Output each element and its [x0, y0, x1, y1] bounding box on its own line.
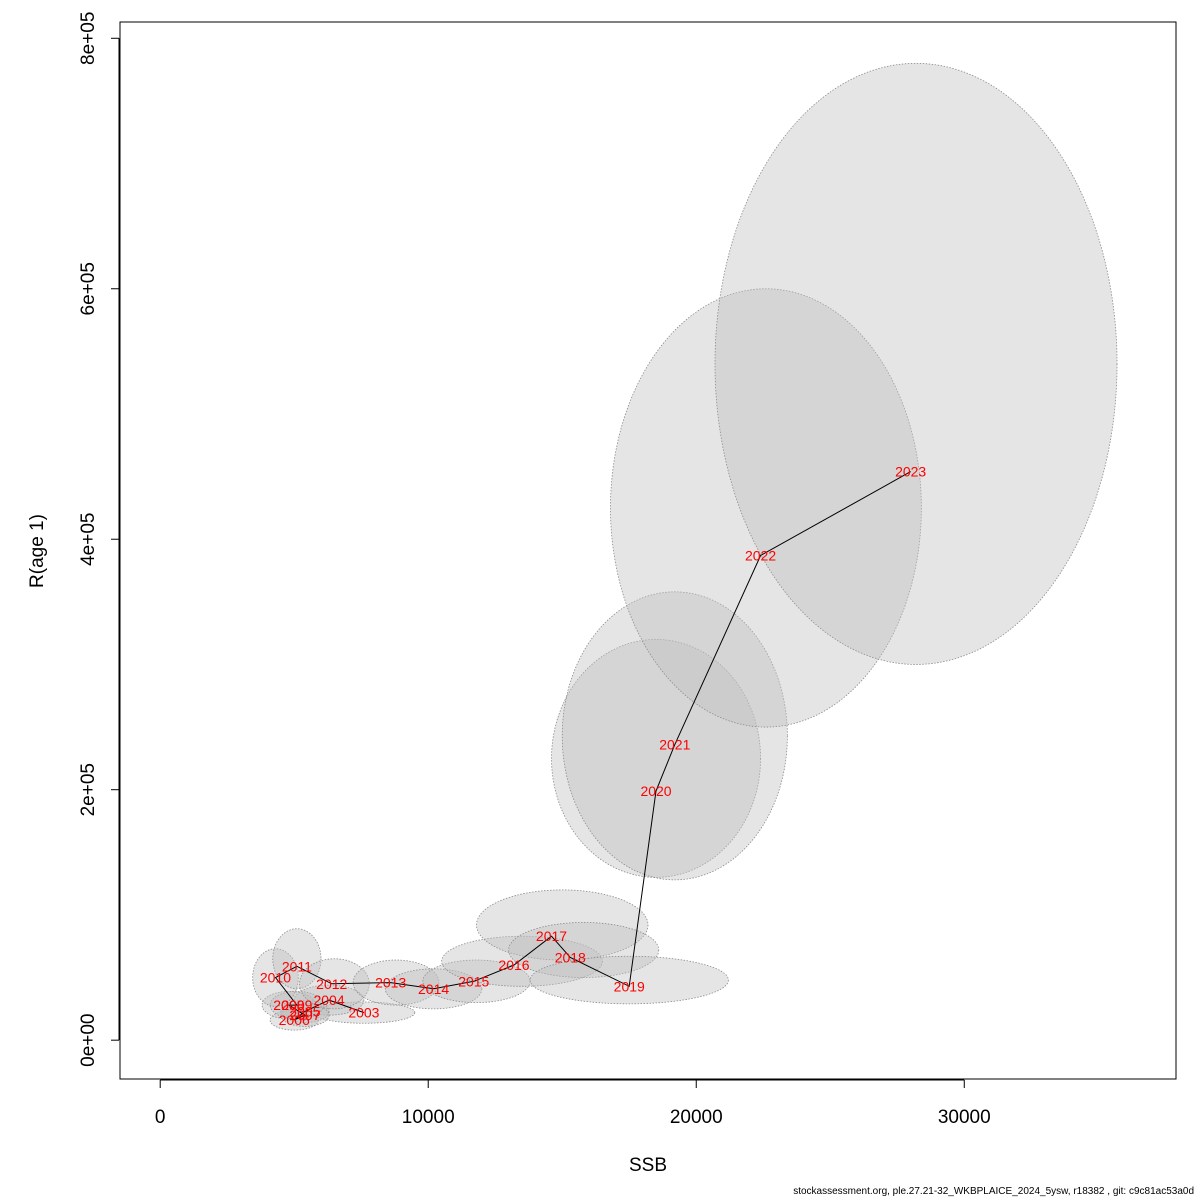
trajectory-line [274, 471, 911, 1021]
year-label-2007: 2007 [289, 1007, 320, 1023]
year-label-2023: 2023 [895, 464, 926, 480]
year-label-2020: 2020 [640, 783, 671, 799]
x-tick-label-10000: 10000 [402, 1107, 455, 1128]
year-label-2011: 2011 [282, 958, 312, 974]
year-label-2016: 2016 [498, 957, 529, 973]
ellipse-2013 [352, 959, 440, 1006]
ellipse-2017 [476, 889, 649, 961]
y-tick-label-4e+05: 4e+05 [78, 513, 99, 566]
year-label-2018: 2018 [555, 950, 586, 966]
ellipse-2011 [272, 928, 322, 990]
year-label-2015: 2015 [458, 973, 489, 989]
y-tick-label-2e+05: 2e+05 [78, 763, 99, 816]
x-axis: 0 10000 20000 30000 [155, 1079, 991, 1128]
year-label-2021: 2021 [659, 737, 690, 753]
year-label-2013: 2013 [375, 975, 406, 991]
year-label-2022: 2022 [745, 548, 776, 564]
ellipse-2021 [561, 591, 788, 881]
ellipse-2018 [508, 922, 660, 978]
footer-source-note: stockassessment.org, ple.27.21-32_WKBPLA… [793, 1186, 1194, 1197]
ellipse-2019 [529, 955, 729, 1005]
ellipse-2023 [714, 62, 1118, 665]
x-axis-title: SSB [629, 1155, 667, 1176]
year-label-2014: 2014 [418, 981, 449, 997]
year-label-2004: 2004 [313, 992, 344, 1008]
y-tick-label-8e+05: 8e+05 [78, 12, 99, 65]
confidence-ellipses [252, 62, 1118, 1031]
y-tick-label-6e+05: 6e+05 [78, 262, 99, 315]
trajectory-polyline [274, 471, 911, 1021]
y-tick-label-0e+00: 0e+00 [78, 1013, 99, 1066]
year-label-2017: 2017 [536, 928, 567, 944]
year-label-2008: 2008 [273, 997, 304, 1013]
year-label-2003: 2003 [348, 1005, 379, 1021]
ellipse-2020 [551, 639, 761, 878]
year-label-2009: 2009 [281, 997, 312, 1013]
year-label-2010: 2010 [260, 970, 291, 986]
y-axis-title: R(age 1) [27, 514, 48, 588]
year-label-2006: 2006 [279, 1012, 310, 1028]
ellipse-2022 [610, 288, 922, 728]
x-tick-label-0: 0 [155, 1107, 166, 1128]
year-label-2012: 2012 [316, 976, 347, 992]
ellipse-2003 [312, 1001, 416, 1024]
x-tick-label-20000: 20000 [670, 1107, 723, 1128]
plot-frame [119, 21, 1177, 1080]
x-tick-label-30000: 30000 [938, 1107, 991, 1128]
year-label-2019: 2019 [614, 978, 645, 994]
year-label-2005: 2005 [289, 1003, 320, 1019]
y-axis: 0e+00 2e+05 4e+05 6e+05 8e+05 [78, 12, 120, 1067]
